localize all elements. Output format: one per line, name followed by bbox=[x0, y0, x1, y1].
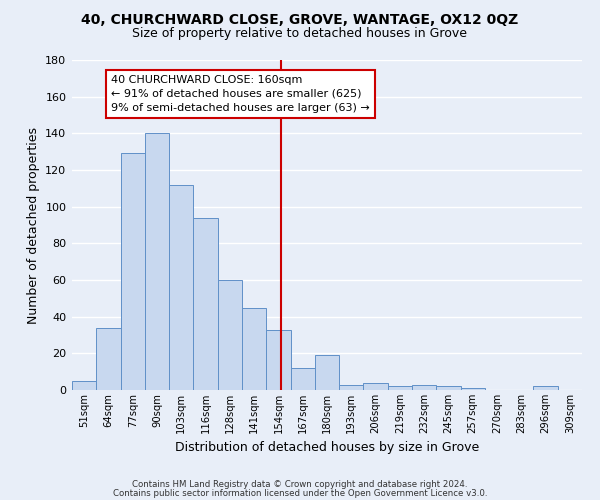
Text: Size of property relative to detached houses in Grove: Size of property relative to detached ho… bbox=[133, 28, 467, 40]
Bar bbox=[436, 386, 461, 390]
Bar bbox=[96, 328, 121, 390]
Bar bbox=[169, 184, 193, 390]
Bar bbox=[72, 381, 96, 390]
Bar bbox=[145, 134, 169, 390]
Bar bbox=[461, 388, 485, 390]
X-axis label: Distribution of detached houses by size in Grove: Distribution of detached houses by size … bbox=[175, 442, 479, 454]
Text: Contains HM Land Registry data © Crown copyright and database right 2024.: Contains HM Land Registry data © Crown c… bbox=[132, 480, 468, 489]
Bar bbox=[218, 280, 242, 390]
Bar bbox=[242, 308, 266, 390]
Bar bbox=[339, 384, 364, 390]
Y-axis label: Number of detached properties: Number of detached properties bbox=[27, 126, 40, 324]
Text: 40 CHURCHWARD CLOSE: 160sqm
← 91% of detached houses are smaller (625)
9% of sem: 40 CHURCHWARD CLOSE: 160sqm ← 91% of det… bbox=[111, 74, 370, 112]
Bar bbox=[388, 386, 412, 390]
Text: Contains public sector information licensed under the Open Government Licence v3: Contains public sector information licen… bbox=[113, 488, 487, 498]
Bar bbox=[364, 382, 388, 390]
Bar bbox=[290, 368, 315, 390]
Bar bbox=[412, 384, 436, 390]
Bar bbox=[266, 330, 290, 390]
Bar bbox=[193, 218, 218, 390]
Bar bbox=[533, 386, 558, 390]
Text: 40, CHURCHWARD CLOSE, GROVE, WANTAGE, OX12 0QZ: 40, CHURCHWARD CLOSE, GROVE, WANTAGE, OX… bbox=[82, 12, 518, 26]
Bar bbox=[121, 154, 145, 390]
Bar bbox=[315, 355, 339, 390]
